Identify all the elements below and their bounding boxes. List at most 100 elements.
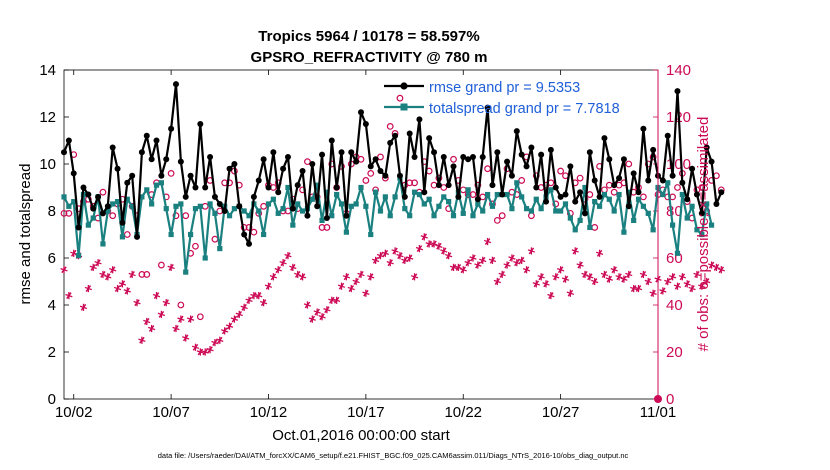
rmse-point bbox=[499, 191, 506, 198]
obs-assimilated-point bbox=[113, 284, 122, 293]
rmse-point bbox=[426, 135, 433, 142]
totalspread-point bbox=[139, 194, 145, 200]
rmse-point bbox=[518, 151, 525, 158]
obs-possible-point bbox=[99, 188, 107, 196]
rmse-point bbox=[260, 156, 267, 163]
obs-assimilated-point bbox=[693, 270, 701, 279]
obs-possible-point bbox=[377, 153, 384, 161]
rmse-point bbox=[596, 193, 603, 200]
x-tick-label: 10/02 bbox=[55, 404, 93, 421]
totalspread-point bbox=[484, 191, 491, 198]
obs-assimilated-point bbox=[406, 254, 414, 262]
rmse-point bbox=[659, 177, 666, 184]
obs-assimilated-point bbox=[221, 327, 229, 335]
obs-assimilated-point bbox=[177, 315, 185, 323]
rmse-point bbox=[358, 109, 364, 116]
rmse-point bbox=[328, 137, 335, 144]
totalspread-point bbox=[144, 187, 150, 193]
totalspread-point bbox=[514, 180, 520, 186]
totalspread-point bbox=[334, 191, 340, 198]
obs-assimilated-point bbox=[381, 249, 389, 257]
totalspread-point bbox=[548, 187, 554, 193]
obs-assimilated-point bbox=[542, 280, 550, 288]
rmse-point bbox=[343, 212, 350, 219]
rmse-point bbox=[440, 153, 447, 160]
rmse-point bbox=[416, 116, 423, 123]
y-tick-label: 0 bbox=[48, 391, 56, 408]
obs-assimilated-point bbox=[342, 273, 351, 281]
obs-assimilated-point bbox=[191, 343, 200, 351]
totalspread-point bbox=[446, 199, 452, 205]
totalspread-point bbox=[407, 213, 413, 219]
totalspread-point bbox=[577, 217, 583, 223]
obs-assimilated-point bbox=[123, 287, 131, 295]
totalspread-point bbox=[163, 206, 169, 212]
obs-assimilated-point bbox=[104, 273, 112, 281]
plot-area bbox=[63, 69, 659, 400]
totalspread-point bbox=[489, 203, 496, 209]
totalspread-point bbox=[246, 213, 252, 219]
obs-assimilated-point bbox=[459, 266, 467, 274]
rmse-point bbox=[124, 179, 131, 186]
obs-assimilated-point bbox=[703, 277, 711, 286]
obs-assimilated-point bbox=[371, 256, 380, 264]
obs-assimilated-point bbox=[109, 266, 117, 274]
rmse-point bbox=[197, 121, 204, 128]
obs-assimilated-point bbox=[367, 273, 375, 281]
obs-assimilated-point bbox=[537, 273, 545, 281]
obs-possible-point bbox=[60, 209, 68, 217]
rmse-point bbox=[353, 158, 360, 165]
totalspread-point bbox=[640, 203, 646, 209]
obs-possible-point bbox=[318, 224, 326, 231]
totalspread-point bbox=[187, 231, 194, 238]
obs-assimilated-point bbox=[430, 240, 438, 248]
rmse-point bbox=[523, 163, 530, 170]
rmse-point bbox=[309, 161, 316, 167]
obs-assimilated-point bbox=[649, 289, 657, 297]
obs-assimilated-point bbox=[269, 273, 277, 281]
obs-assimilated-point bbox=[547, 292, 555, 300]
rmse-point bbox=[172, 81, 179, 88]
rmse-point bbox=[250, 193, 257, 200]
rmse-point bbox=[474, 196, 481, 203]
totalspread-point bbox=[567, 215, 573, 221]
totalspread-point bbox=[402, 206, 408, 212]
rmse-point bbox=[114, 165, 121, 172]
totalspread-point bbox=[587, 224, 593, 231]
obs-assimilated-point bbox=[634, 284, 643, 293]
rmse-point bbox=[90, 205, 97, 212]
obs-assimilated-point bbox=[186, 315, 195, 323]
obs-possible-point bbox=[493, 216, 501, 224]
x-axis-label: Oct.01,2016 00:00:00 start bbox=[272, 427, 450, 444]
x-tick-label: 10/22 bbox=[444, 404, 482, 421]
rmse-point bbox=[299, 168, 306, 175]
totalspread-point bbox=[377, 208, 384, 214]
totalspread-point bbox=[85, 222, 91, 228]
totalspread-point bbox=[124, 196, 130, 202]
rmse-point bbox=[455, 193, 462, 200]
obs-assimilated-point bbox=[211, 339, 219, 347]
totalspread-point bbox=[338, 201, 345, 207]
obs-assimilated-point bbox=[620, 275, 628, 283]
obs-assimilated-point bbox=[557, 266, 565, 274]
obs-assimilated-point bbox=[303, 301, 312, 309]
totalspread-point bbox=[660, 191, 666, 198]
obs-assimilated-point bbox=[65, 292, 73, 300]
totalspread-point bbox=[295, 201, 301, 207]
totalspread-point bbox=[582, 184, 588, 191]
obs-assimilated-point bbox=[362, 289, 370, 297]
rmse-point bbox=[684, 196, 691, 203]
totalspread-point bbox=[149, 201, 155, 207]
totalspread-point bbox=[626, 189, 632, 195]
rmse-point bbox=[396, 172, 403, 179]
rmse-point bbox=[382, 172, 389, 179]
obs-assimilated-point bbox=[255, 292, 263, 300]
rmse-point bbox=[504, 158, 511, 165]
y-right-tick-label: 60 bbox=[666, 250, 683, 267]
totalspread-point bbox=[314, 182, 320, 188]
obs-assimilated-point bbox=[600, 270, 609, 279]
obs-assimilated-point bbox=[152, 292, 161, 300]
rmse-point bbox=[625, 203, 632, 210]
rmse-point bbox=[591, 177, 598, 184]
